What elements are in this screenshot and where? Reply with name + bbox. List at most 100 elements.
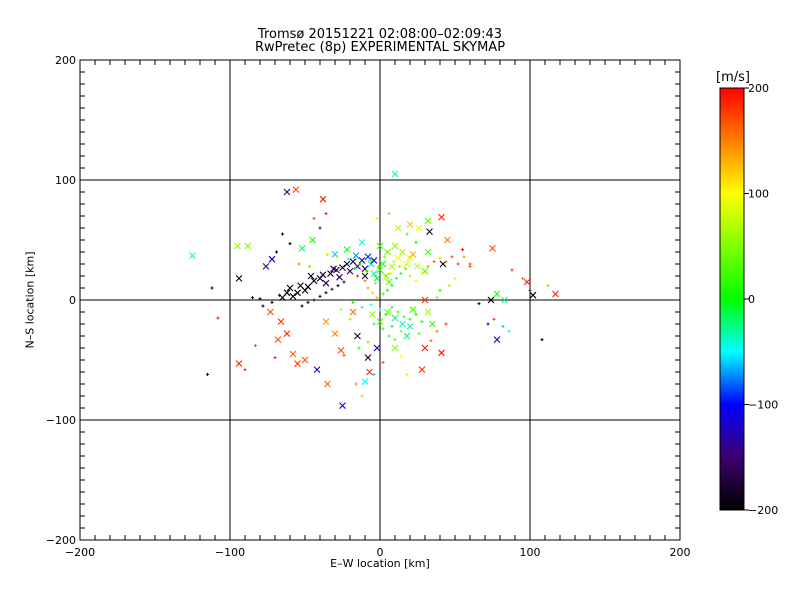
data-point-plus (461, 248, 464, 252)
data-point-cross (277, 318, 285, 325)
data-point-plus (398, 264, 401, 268)
y-tick-label: −200 (46, 534, 76, 547)
data-point-cross (376, 242, 384, 250)
data-point-plus (371, 291, 374, 295)
data-point-plus (308, 264, 311, 268)
data-point-plus (432, 260, 436, 264)
data-point-cross (234, 242, 241, 250)
data-point-cross (361, 272, 369, 280)
data-point-plus (444, 322, 448, 326)
data-point-cross (310, 277, 318, 285)
data-point-plus (375, 296, 379, 300)
data-point-plus (438, 288, 442, 292)
data-point-cross (235, 275, 243, 282)
data-point-cross (394, 254, 402, 262)
data-point-plus (429, 339, 433, 343)
data-point-plus (396, 310, 400, 314)
data-point-plus (330, 287, 334, 291)
data-point-plus (507, 329, 511, 333)
data-point-cross (438, 349, 445, 357)
data-point-plus (540, 338, 544, 342)
data-point-cross (346, 267, 354, 275)
data-point-plus (486, 322, 490, 326)
data-point-plus (288, 242, 292, 246)
data-point-cross (358, 257, 366, 264)
colorbar-tick-label: 200 (748, 82, 769, 95)
data-point-plus (365, 269, 368, 273)
data-point-plus (390, 284, 394, 288)
data-point-plus (312, 216, 316, 220)
data-point-plus (420, 272, 424, 276)
x-tick-label: 100 (520, 546, 541, 559)
data-point-cross (415, 224, 423, 232)
data-point-plus (270, 300, 274, 304)
data-point-plus (450, 255, 454, 259)
data-point-cross (366, 368, 373, 376)
data-point-plus (393, 338, 397, 342)
data-point-cross (373, 344, 381, 352)
data-point-cross (493, 290, 501, 298)
data-point-cross (421, 296, 429, 304)
data-point-plus (342, 353, 346, 357)
data-point-cross (409, 306, 417, 313)
data-point-cross (294, 360, 301, 367)
data-point-cross (304, 283, 312, 291)
y-tick-label: −100 (46, 414, 76, 427)
data-point-plus (390, 305, 394, 309)
data-point-plus (408, 274, 412, 278)
data-point-cross (424, 308, 432, 316)
data-point-plus (369, 258, 373, 262)
data-point-plus (210, 286, 214, 290)
data-point-cross (283, 188, 291, 196)
data-point-plus (326, 252, 329, 256)
data-point-cross (354, 332, 361, 340)
data-point-plus (353, 267, 356, 271)
data-point-cross (307, 272, 315, 280)
data-point-cross (322, 279, 330, 287)
data-point-plus (405, 232, 409, 236)
y-tick-label: 200 (55, 54, 76, 67)
data-point-plus (275, 250, 278, 254)
data-point-plus (492, 317, 496, 321)
data-point-plus (306, 300, 310, 304)
data-point-plus (417, 332, 421, 336)
data-point-cross (399, 320, 406, 328)
data-point-cross (298, 245, 306, 252)
data-point-plus (387, 212, 391, 216)
data-point-cross (331, 330, 339, 337)
data-point-cross (501, 296, 508, 304)
data-point-plus (546, 284, 550, 288)
data-point-plus (374, 281, 377, 285)
data-point-plus (369, 303, 373, 307)
data-point-cross (523, 278, 531, 286)
data-point-plus (528, 288, 532, 292)
data-point-cross (391, 242, 399, 250)
data-point-cross (385, 278, 393, 286)
y-tick-label: 100 (55, 174, 76, 187)
data-point-plus (258, 297, 262, 301)
data-point-cross (358, 239, 366, 246)
data-point-cross (364, 354, 372, 361)
data-point-plus (402, 315, 406, 319)
data-point-cross (384, 248, 391, 256)
data-point-plus (510, 268, 514, 272)
data-point-plus (414, 312, 418, 316)
data-point-plus (372, 372, 376, 376)
data-point-plus (354, 382, 358, 386)
data-point-plus (273, 356, 277, 360)
data-point-cross (391, 170, 399, 178)
data-point-cross (376, 266, 384, 274)
data-point-cross (429, 320, 436, 328)
x-tick-label: −100 (215, 546, 245, 559)
data-point-cross (487, 296, 495, 304)
axis-ticks: −200 −100 0 100 200 −200 −100 0 100 200 (46, 54, 691, 559)
data-point-cross (406, 221, 414, 228)
data-point-cross (370, 270, 378, 277)
y-axis-label: N–S location [km] (23, 251, 37, 349)
data-point-cross (336, 273, 343, 281)
data-point-cross (309, 236, 316, 244)
data-point-cross (489, 245, 496, 252)
data-point-plus (384, 312, 388, 316)
data-point-plus (383, 255, 386, 259)
data-point-cross (552, 290, 559, 298)
